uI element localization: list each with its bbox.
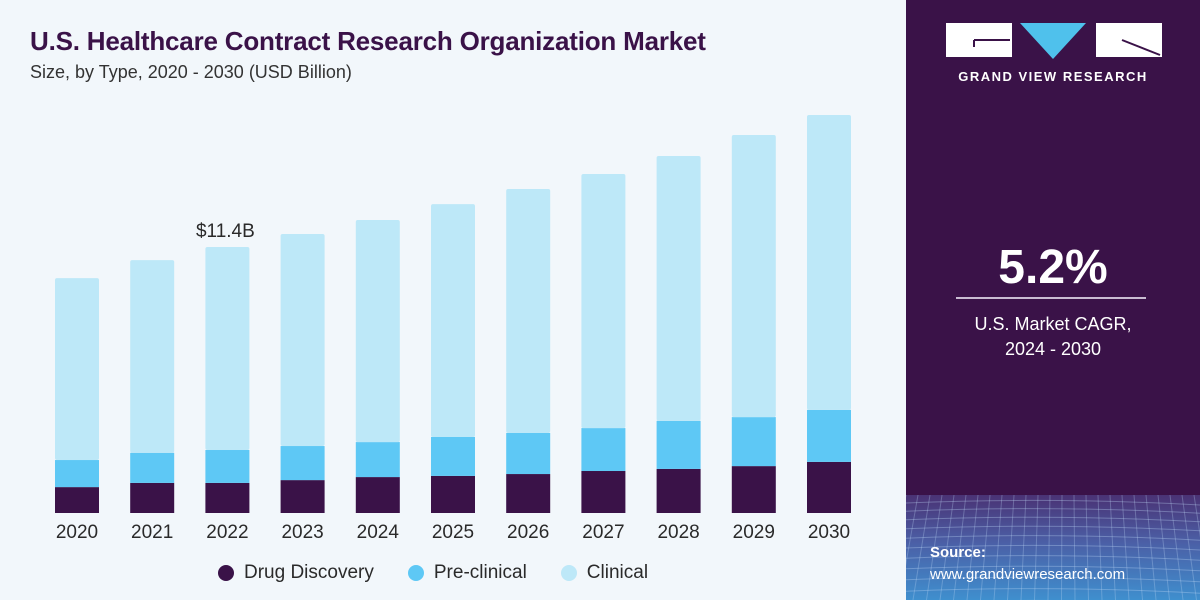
x-tick-label: 2024 — [357, 522, 400, 543]
source-label: Source: — [930, 544, 986, 561]
bar-clinical-2021 — [130, 260, 175, 453]
legend: Drug Discovery Pre-clinical Clinical — [218, 562, 682, 584]
x-tick-label: 2025 — [432, 522, 474, 543]
bar-clinical-2025 — [431, 204, 475, 437]
chart-title: U.S. Healthcare Contract Research Organi… — [30, 26, 706, 56]
legend-item-clinical: Clinical — [560, 562, 649, 584]
data-label-2022: $11.4B — [196, 221, 255, 242]
bar-pre-clinical-2023 — [280, 446, 325, 481]
bar-group-2029 — [731, 135, 776, 513]
chart-subtitle: Size, by Type, 2020 - 2030 (USD Billion) — [30, 62, 352, 82]
bar-group-2022 — [205, 247, 250, 513]
bar-clinical-2030 — [807, 114, 851, 410]
bar-drug-discovery-2026 — [506, 474, 551, 513]
bar-pre-clinical-2025 — [431, 436, 475, 476]
legend-swatch-drug-discovery — [218, 565, 234, 581]
bar-pre-clinical-2024 — [355, 442, 400, 478]
bar-drug-discovery-2024 — [355, 477, 400, 513]
legend-item-drug-discovery: Drug Discovery — [218, 562, 374, 584]
x-tick-label: 2026 — [507, 522, 549, 543]
bar-drug-discovery-2029 — [731, 466, 776, 513]
bar-group-2026 — [506, 188, 551, 513]
bar-pre-clinical-2022 — [205, 450, 250, 483]
legend-label: Drug Discovery — [244, 562, 374, 583]
bar-pre-clinical-2021 — [130, 452, 175, 483]
source-link[interactable]: www.grandviewresearch.com — [930, 566, 1126, 583]
legend-item-pre-clinical: Pre-clinical — [407, 562, 527, 584]
bar-group-2025 — [431, 204, 475, 513]
bar-drug-discovery-2025 — [431, 475, 475, 513]
side-panel: GRAND VIEW RESEARCH 5.2% U.S. Market CAG… — [906, 0, 1200, 600]
x-tick-label: 2023 — [281, 522, 323, 543]
x-tick-label: 2022 — [206, 522, 248, 543]
chart-area: U.S. Healthcare Contract Research Organi… — [30, 26, 851, 584]
x-tick-label: 2030 — [808, 522, 850, 543]
bar-clinical-2024 — [355, 219, 400, 443]
bar-drug-discovery-2020 — [55, 487, 99, 513]
bar-pre-clinical-2020 — [55, 460, 99, 488]
bar-group-2030 — [807, 114, 851, 513]
decorative-grid — [906, 495, 1200, 600]
cagr-divider — [956, 297, 1146, 299]
bar-group-2028 — [656, 156, 701, 513]
gvr-logo-icon — [946, 23, 1162, 59]
bar-group-2021 — [130, 260, 175, 513]
brand-name: GRAND VIEW RESEARCH — [958, 69, 1148, 84]
bar-pre-clinical-2026 — [506, 432, 551, 475]
bar-clinical-2029 — [731, 135, 776, 418]
bar-pre-clinical-2029 — [731, 417, 776, 467]
bar-clinical-2022 — [205, 247, 250, 451]
bar-pre-clinical-2028 — [656, 420, 701, 469]
stacked-bar-chart: 2020 2021 2022 2023 2024 2025 2026 2027 2028 2029… — [55, 114, 851, 543]
bar-clinical-2026 — [506, 188, 551, 433]
bar-drug-discovery-2022 — [205, 482, 250, 513]
x-tick-label: 2020 — [56, 522, 98, 543]
bar-clinical-2028 — [656, 156, 701, 421]
grid-pattern-icon — [906, 495, 1200, 600]
cagr-value: 5.2% — [998, 241, 1108, 294]
bar-drug-discovery-2028 — [656, 468, 701, 513]
cagr-label-line1: U.S. Market CAGR, — [974, 314, 1132, 334]
bar-clinical-2027 — [581, 174, 626, 429]
legend-label: Pre-clinical — [433, 562, 527, 583]
cagr-label-line2: 2024 - 2030 — [1004, 339, 1102, 359]
cagr-label: U.S. Market CAGR, 2024 - 2030 — [906, 312, 1200, 362]
bar-group-2020 — [55, 278, 99, 513]
bar-group-2023 — [280, 233, 325, 513]
bar-pre-clinical-2027 — [581, 428, 626, 472]
x-tick-label: 2027 — [582, 522, 624, 543]
bar-drug-discovery-2023 — [280, 480, 325, 513]
legend-swatch-clinical — [560, 565, 577, 581]
bar-drug-discovery-2021 — [130, 482, 175, 513]
legend-label: Clinical — [586, 562, 649, 583]
bar-clinical-2020 — [55, 278, 99, 461]
x-tick-label: 2021 — [131, 522, 173, 543]
bar-clinical-2023 — [280, 233, 325, 447]
bar-drug-discovery-2027 — [581, 471, 626, 513]
bar-drug-discovery-2030 — [807, 461, 851, 513]
bar-group-2027 — [581, 174, 626, 513]
x-tick-label: 2029 — [733, 522, 775, 543]
x-tick-label: 2028 — [657, 522, 699, 543]
bar-group-2024 — [355, 219, 400, 513]
legend-swatch-pre-clinical — [407, 565, 424, 581]
bar-pre-clinical-2030 — [807, 409, 851, 462]
